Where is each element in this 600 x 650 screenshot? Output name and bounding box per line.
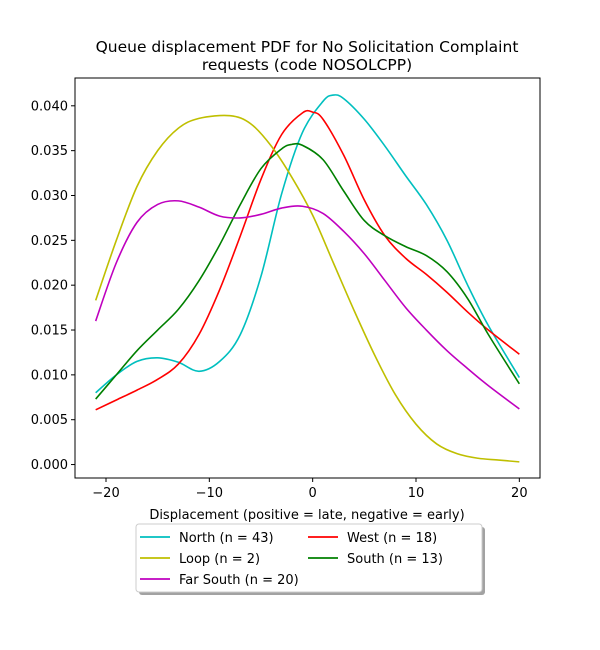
y-tick-label: 0.040 — [31, 99, 68, 114]
series-line-west — [95, 109, 520, 411]
y-tick-label: 0.035 — [31, 144, 68, 159]
x-tick-label: −20 — [92, 486, 119, 501]
y-tick-label: 0.025 — [31, 234, 68, 249]
y-tick-label: 0.005 — [31, 413, 68, 428]
legend-label-far-south: Far South (n = 20) — [179, 573, 299, 588]
x-axis: −20 −10 0 10 20 — [92, 478, 528, 501]
series-line-far-south — [94, 199, 520, 410]
legend-label-north: North (n = 43) — [179, 531, 274, 546]
legend-label-loop: Loop (n = 2) — [179, 552, 260, 567]
series-line-north — [95, 94, 521, 394]
series-line-south — [95, 142, 521, 400]
y-tick-label: 0.010 — [31, 368, 68, 383]
legend-label-west: West (n = 18) — [347, 531, 437, 546]
series-line-loop — [94, 114, 520, 463]
x-tick-label: 10 — [408, 486, 425, 501]
chart-title-line-1: Queue displacement PDF for No Solicitati… — [96, 38, 519, 56]
y-tick-label: 0.030 — [31, 189, 68, 204]
legend-label-south: South (n = 13) — [347, 552, 443, 567]
x-axis-label: Displacement (positive = late, negative … — [149, 508, 464, 523]
x-tick-label: 20 — [511, 486, 528, 501]
x-tick-label: −10 — [196, 486, 223, 501]
chart-title-line-2: requests (code NOSOLCPP) — [202, 56, 412, 74]
y-tick-label: 0.020 — [31, 279, 68, 294]
x-tick-label: 0 — [309, 486, 317, 501]
y-tick-label: 0.000 — [31, 458, 68, 473]
y-axis: 0.000 0.005 0.010 0.015 0.020 0.025 0.030 0.035… — [31, 99, 75, 473]
plot-frame — [74, 77, 541, 479]
legend: North (n = 43) West (n = 18) Loop (n = 2) S… — [135, 523, 485, 595]
y-tick-label: 0.015 — [31, 324, 68, 339]
series-layer — [94, 94, 521, 463]
